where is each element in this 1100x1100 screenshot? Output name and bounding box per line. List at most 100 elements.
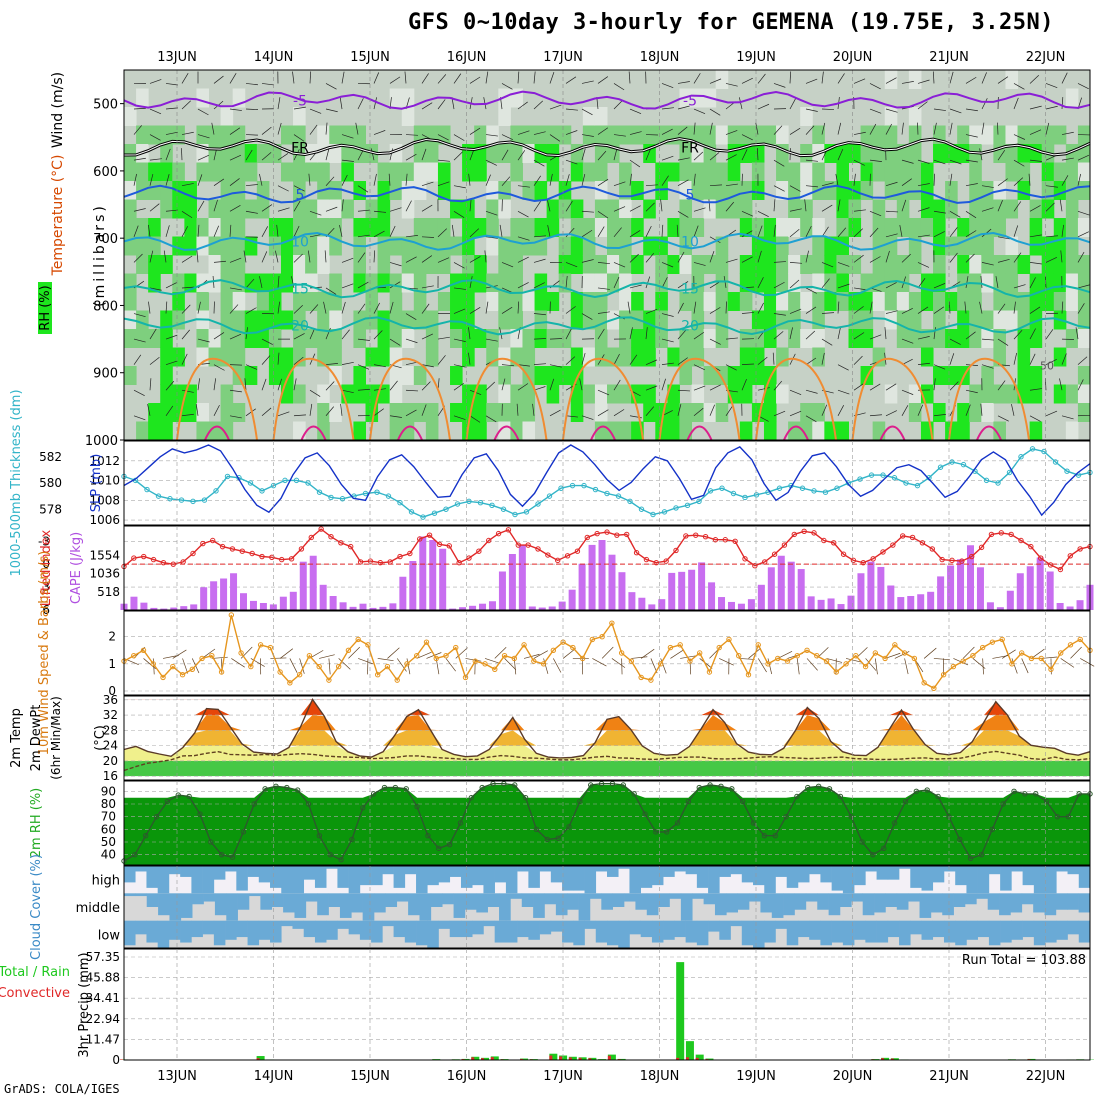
precip-tick-22.94: 22.94 [86, 1012, 120, 1026]
rh-cell [1077, 273, 1091, 293]
cape-bar [1076, 600, 1084, 610]
rh-cell [232, 310, 246, 330]
rh-cell [812, 255, 825, 274]
wind-barb [469, 228, 480, 238]
wind-barb [933, 159, 946, 165]
wind-barb [677, 81, 690, 84]
wind-barb [885, 181, 898, 187]
cloud-bar-high [1056, 866, 1068, 872]
wind10m-barb [874, 658, 878, 675]
cloud-bar-middle [737, 893, 750, 910]
rh-cell [293, 181, 306, 200]
cloud-bar-middle [374, 893, 386, 913]
rh-cell [812, 125, 825, 145]
rh-cell [703, 255, 717, 274]
rh-cell [570, 199, 584, 219]
wind10m-line-point [609, 620, 615, 626]
rh-cell [776, 347, 789, 367]
rh2m-line-point [479, 784, 485, 791]
wind-barb [421, 181, 434, 187]
wind-barb [277, 275, 280, 288]
rh-cell [667, 162, 680, 182]
rh-cell [957, 292, 970, 311]
wind10m-barb [348, 646, 361, 659]
y-tick-600: 600 [93, 165, 118, 180]
rh-cell [510, 384, 523, 404]
wind10m-line-point [443, 653, 449, 659]
lifted-index-line-point [397, 553, 403, 560]
wind-barb [277, 352, 280, 365]
wind-barb [1029, 388, 1042, 391]
rh-cell [365, 199, 379, 219]
lifted-index-line-point [831, 540, 837, 546]
rh-cell [305, 162, 318, 182]
wind-barb [676, 224, 679, 237]
wind-barb [165, 148, 171, 161]
rh-cell [872, 199, 886, 219]
wind-barb [949, 338, 961, 345]
wind-barb [517, 71, 520, 84]
wind-barb [613, 83, 625, 91]
rh-cell [160, 384, 173, 404]
wind10m-line-point [287, 680, 293, 686]
wind10m-barb [806, 658, 818, 671]
rh-cell [981, 329, 994, 348]
rh-cell [643, 347, 656, 367]
rh-cell [220, 162, 234, 182]
cape-bar [947, 565, 955, 610]
rh-cell [377, 181, 391, 200]
rh-cell [486, 199, 499, 219]
cloud-bar-low [539, 920, 552, 935]
wind-barb [949, 108, 962, 114]
rh-cell [993, 329, 1006, 348]
wind-barb [468, 173, 471, 186]
lifted-index-line-point [288, 556, 295, 562]
wind-barb [389, 380, 398, 391]
wind-barb [853, 131, 866, 135]
rh-cell [607, 255, 620, 274]
lifted-index-line-point [791, 531, 797, 538]
wind-barb [821, 338, 833, 346]
cloud-bar-low [236, 920, 248, 938]
wind-barb [1013, 83, 1025, 90]
rh-cell [570, 347, 584, 367]
wind-barb [293, 106, 306, 110]
thickness-line-point [1064, 468, 1070, 474]
wind-barb [757, 302, 764, 314]
lifted-index-line-point [1057, 566, 1064, 573]
cloud-bar-high [674, 866, 686, 872]
cloud-bar-middle [624, 893, 636, 902]
rh-cell [474, 218, 487, 237]
thickness-line-point [178, 497, 185, 503]
rh-cell [619, 421, 632, 441]
wind10m-barb [319, 654, 335, 659]
wind-barb [725, 405, 733, 416]
cape-bar [598, 540, 606, 610]
wind-barb [405, 313, 417, 321]
rh-cell [800, 107, 813, 126]
rh-cell [981, 199, 994, 219]
wind-barb [245, 83, 258, 86]
lifted-index-line-point [535, 546, 541, 552]
thickness-line-point [466, 498, 472, 505]
wind-barb [597, 409, 609, 417]
wind-barb [292, 71, 295, 84]
rh-cell [607, 236, 620, 256]
temp-band-4 [124, 699, 1090, 716]
wind-barb [645, 276, 651, 289]
cape-bar [130, 596, 138, 610]
cloud-bar-middle [1055, 893, 1068, 910]
wind-barb [693, 108, 706, 115]
lifted-index-line-point [190, 550, 196, 557]
cloud-bar-middle [987, 893, 1000, 910]
lifted-index-line-point [200, 540, 206, 547]
wind10m-line [123, 614, 1091, 690]
wind-barb [789, 327, 793, 340]
rh-cell [824, 255, 837, 274]
rh-cell [884, 292, 898, 311]
rh-cell [727, 292, 741, 311]
wind-barb [997, 76, 1009, 84]
wind-barb [773, 159, 785, 167]
rh-cell [800, 218, 813, 237]
cape-bar [807, 596, 815, 610]
